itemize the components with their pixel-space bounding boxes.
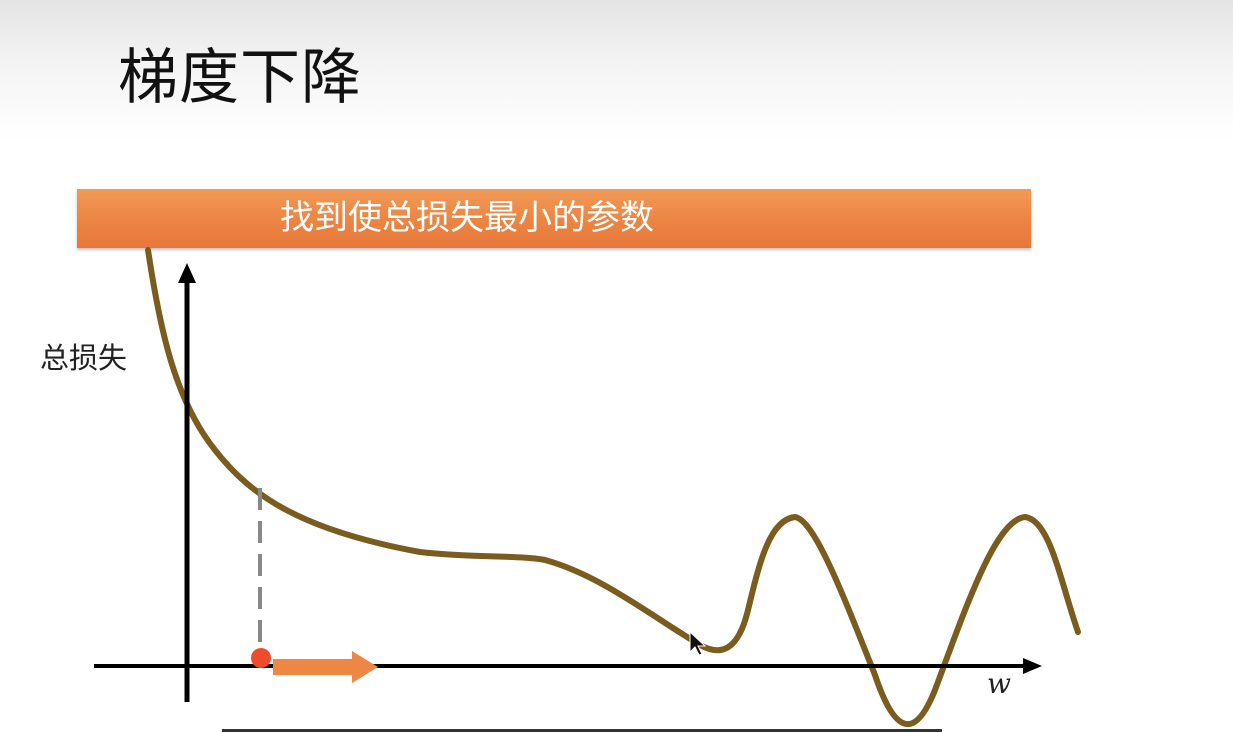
banner-text: 找到使总损失最小的参数 <box>280 198 654 238</box>
bottom-edge-bar <box>222 729 942 732</box>
step-direction-arrow <box>273 651 378 683</box>
y-axis-label: 总损失 <box>40 341 128 375</box>
objective-banner: 找到使总损失最小的参数 <box>77 189 1031 248</box>
y-axis-arrowhead <box>178 263 196 283</box>
x-axis-label: w <box>987 667 1011 700</box>
mouse-pointer-icon <box>689 630 707 656</box>
loss-curve <box>145 247 1081 727</box>
start-point <box>251 648 271 668</box>
x-axis-arrowhead <box>1023 658 1042 674</box>
slide-title: 梯度下降 <box>118 43 362 113</box>
